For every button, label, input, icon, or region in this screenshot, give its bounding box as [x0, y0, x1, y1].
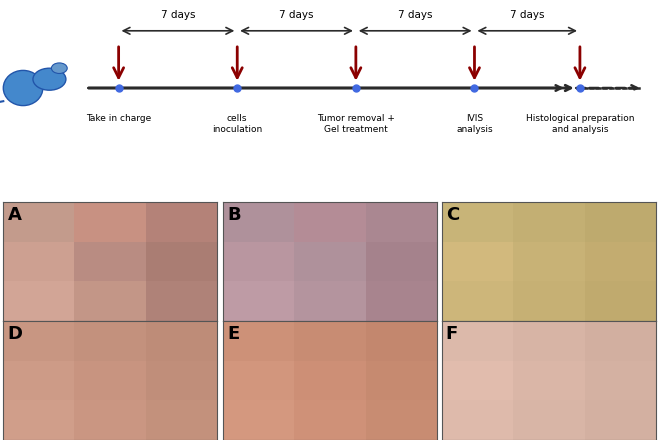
- Text: D: D: [8, 325, 22, 343]
- Text: C: C: [446, 206, 459, 224]
- Text: E: E: [227, 325, 239, 343]
- Ellipse shape: [3, 70, 43, 106]
- Text: 7 days: 7 days: [161, 10, 195, 20]
- Text: A: A: [8, 206, 22, 224]
- Text: Tumor removal +
Gel treatment: Tumor removal + Gel treatment: [317, 114, 395, 134]
- Text: Histological preparation
and analysis: Histological preparation and analysis: [526, 114, 634, 134]
- Text: 7 days: 7 days: [398, 10, 432, 20]
- Text: B: B: [227, 206, 241, 224]
- Text: cells
inoculation: cells inoculation: [212, 114, 262, 134]
- Circle shape: [33, 68, 66, 90]
- Text: IVIS
analysis: IVIS analysis: [456, 114, 493, 134]
- Text: 7 days: 7 days: [279, 10, 314, 20]
- Circle shape: [51, 63, 67, 73]
- Text: F: F: [446, 325, 458, 343]
- Text: 7 days: 7 days: [510, 10, 544, 20]
- Text: Take in charge: Take in charge: [86, 114, 152, 123]
